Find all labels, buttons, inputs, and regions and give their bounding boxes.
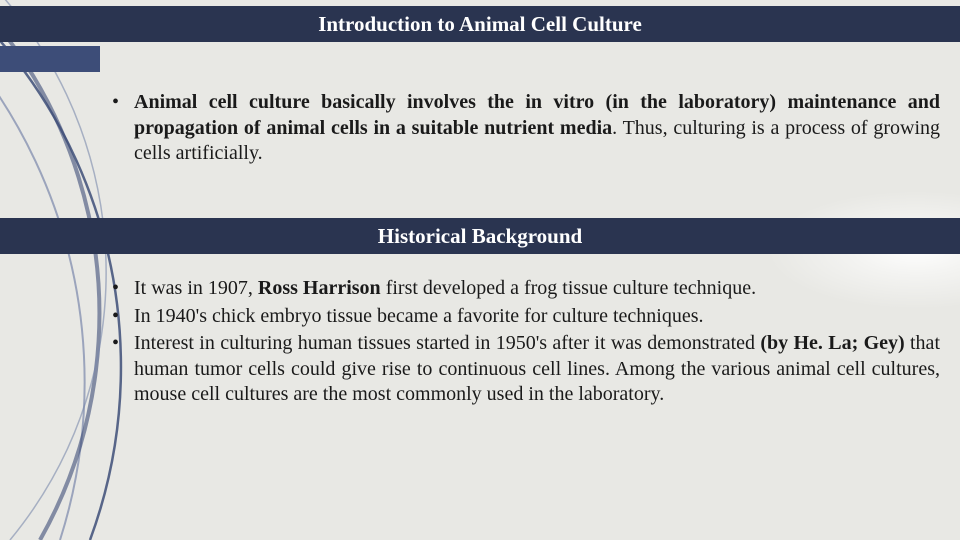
bullet-marker-icon: • (110, 90, 134, 167)
bullet-item: • Interest in culturing human tissues st… (110, 331, 940, 408)
bullet-text: It was in 1907, Ross Harrison first deve… (134, 276, 940, 302)
section-header-history: Historical Background (0, 218, 960, 254)
header-title-2: Historical Background (378, 224, 582, 249)
bullet-item: • Animal cell culture basically involves… (110, 90, 940, 167)
content-section-2: • It was in 1907, Ross Harrison first de… (110, 276, 940, 410)
bullet-text: In 1940's chick embryo tissue became a f… (134, 304, 940, 330)
bullet-item: • In 1940's chick embryo tissue became a… (110, 304, 940, 330)
decorative-arcs (0, 0, 960, 540)
header-title-1: Introduction to Animal Cell Culture (318, 12, 642, 37)
sub-accent-bar (0, 46, 100, 72)
bullet-marker-icon: • (110, 304, 134, 330)
bullet-item: • It was in 1907, Ross Harrison first de… (110, 276, 940, 302)
content-section-1: • Animal cell culture basically involves… (110, 90, 940, 169)
bullet-marker-icon: • (110, 276, 134, 302)
slide-container: Introduction to Animal Cell Culture • An… (0, 0, 960, 540)
bullet-text: Animal cell culture basically involves t… (134, 90, 940, 167)
bullet-text: Interest in culturing human tissues star… (134, 331, 940, 408)
section-header-intro: Introduction to Animal Cell Culture (0, 6, 960, 42)
bullet-marker-icon: • (110, 331, 134, 408)
